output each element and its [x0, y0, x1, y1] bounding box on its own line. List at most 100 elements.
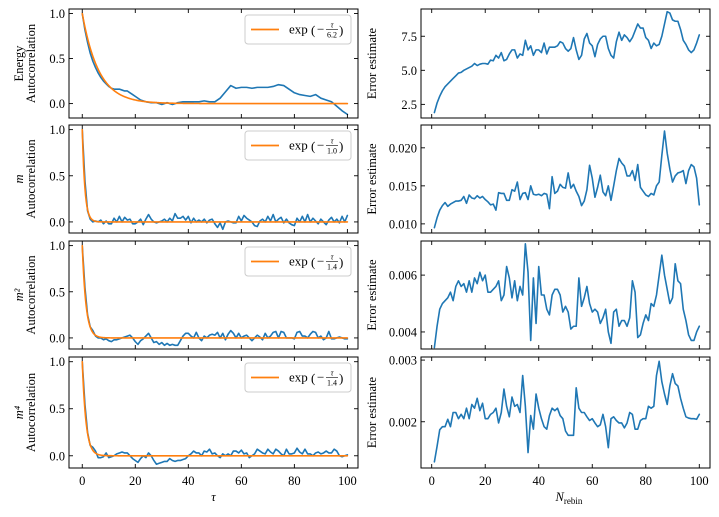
legend-minus: − [317, 370, 324, 385]
y-axis-label: Error estimate [365, 376, 379, 448]
plot-area [81, 128, 349, 231]
legend-paren-close: ) [339, 23, 343, 38]
y-tick-label: 0.002 [389, 415, 417, 429]
panel-left-4: 0 20 40 60 80 1000.00.51.0m⁴Autocorrelationτe… [12, 355, 359, 504]
plot-area [81, 244, 349, 347]
legend-paren-open: ( [311, 23, 315, 38]
y-tick-label: 0.0 [49, 215, 65, 229]
data-line [81, 244, 349, 347]
legend: exp(− τ1.4) [244, 246, 352, 277]
y-tick-label: 0.010 [389, 217, 417, 231]
legend-denominator: 1.4 [327, 379, 337, 388]
plot-area [81, 12, 349, 116]
x-tick-label: 20 [479, 474, 492, 488]
y-axis-label-line2: Autocorrelation [24, 255, 38, 335]
legend-exp: exp [289, 370, 308, 385]
legend-paren-open: ( [311, 371, 315, 386]
fit-line [81, 128, 349, 223]
data-line [81, 128, 349, 231]
y-tick-label: 0.004 [389, 325, 418, 339]
legend: exp(− τ1.0) [244, 130, 352, 161]
axes-frame [68, 240, 359, 350]
legend-numerator: τ [331, 21, 335, 30]
y-tick-label: 1.0 [49, 239, 65, 253]
plot-area [433, 10, 701, 114]
legend-denominator: 1.4 [327, 263, 337, 272]
legend-numerator: τ [331, 253, 335, 262]
x-tick-label: 60 [235, 474, 248, 488]
legend-paren-open: ( [311, 139, 315, 154]
y-tick-label: 0.0 [49, 331, 65, 345]
axes-frame [68, 8, 359, 119]
legend-paren-open: ( [311, 255, 315, 270]
axes-frame [420, 356, 711, 469]
y-tick-label: 0.5 [49, 52, 65, 66]
y-axis-label: Error estimate [365, 259, 379, 331]
x-tick-label: 40 [182, 474, 195, 488]
y-tick-label: 0.015 [389, 179, 417, 193]
plot-area [81, 360, 349, 466]
x-tick-label: 0 [79, 474, 85, 488]
plot-area [433, 130, 701, 229]
legend-box [244, 246, 352, 277]
y-axis-label-line1: m [12, 174, 26, 183]
axes-frame [420, 8, 711, 119]
y-axis-label-line1: Energy [12, 45, 26, 82]
y-tick-label: 0.5 [49, 402, 65, 416]
y-axis-label: Error estimate [365, 27, 379, 99]
plot-area [433, 360, 701, 463]
fit-line [81, 244, 349, 339]
y-axis-label-line2: Autocorrelation [24, 23, 38, 103]
legend-exp: exp [289, 254, 308, 269]
plot-area [433, 243, 701, 349]
legend-box [244, 14, 352, 45]
y-tick-label: 1.0 [49, 355, 65, 369]
data-line [433, 243, 701, 349]
y-axis-label-line1: m⁴ [12, 405, 26, 419]
y-tick-label: 5.0 [401, 64, 417, 78]
x-axis-label: τ [211, 490, 216, 504]
y-axis-label: Error estimate [365, 143, 379, 215]
legend-minus: − [317, 254, 324, 269]
y-tick-label: 0.020 [389, 141, 417, 155]
x-axis-label: Nrebin [555, 490, 583, 506]
legend-minus: − [317, 138, 324, 153]
legend-paren-close: ) [339, 139, 343, 154]
y-tick-label: 0.0 [49, 97, 65, 111]
legend-paren-close: ) [339, 255, 343, 270]
x-tick-label: 100 [338, 474, 357, 488]
legend-denominator: 1.0 [327, 147, 337, 156]
data-line [433, 360, 701, 463]
data-line [81, 360, 349, 466]
x-tick-label: 80 [640, 474, 653, 488]
panel-right-1: 2.5 5.0 7.5 Error estimate [365, 8, 711, 119]
fit-line [81, 360, 349, 457]
legend-exp: exp [289, 138, 308, 153]
x-tick-label: 100 [690, 474, 709, 488]
legend-box [244, 362, 352, 393]
legend-numerator: τ [331, 369, 335, 378]
legend-box [244, 130, 352, 161]
axes-frame [420, 240, 711, 350]
y-tick-label: 1.0 [49, 123, 65, 137]
data-line [433, 130, 701, 229]
panel-right-2: 0.010 0.015 0.020 Error estimate [365, 124, 711, 234]
x-tick-label: 60 [586, 474, 599, 488]
y-axis-label-line1: m² [12, 288, 26, 301]
y-axis-label-line2: Autocorrelation [24, 139, 38, 219]
data-line [433, 10, 701, 114]
legend-exp: exp [289, 22, 308, 37]
legend-minus: − [317, 22, 324, 37]
x-tick-label: 0 [429, 474, 435, 488]
fit-line [81, 12, 349, 105]
y-tick-label: 0.5 [49, 285, 65, 299]
x-tick-label: 40 [532, 474, 545, 488]
legend: exp(− τ1.4) [244, 362, 352, 393]
y-tick-label: 7.5 [401, 30, 417, 44]
y-tick-label: 0.0 [49, 449, 65, 463]
y-tick-label: 0.5 [49, 169, 65, 183]
